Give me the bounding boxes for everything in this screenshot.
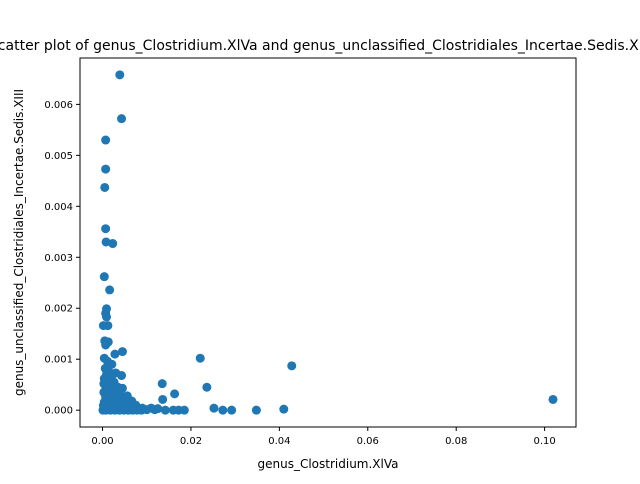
x-tick-label: 0.00 xyxy=(91,436,113,447)
x-ticks: 0.00 0.02 0.04 0.06 0.08 0.10 xyxy=(91,427,556,447)
scatter-point xyxy=(158,394,168,404)
scatter-point xyxy=(279,404,289,414)
scatter-point xyxy=(170,389,180,399)
x-tick-label: 0.10 xyxy=(533,436,555,447)
x-tick-label: 0.06 xyxy=(357,436,379,447)
x-tick-label: 0.02 xyxy=(180,436,202,447)
y-tick-label: 0.002 xyxy=(44,304,73,315)
x-axis-label: genus_Clostridium.XlVa xyxy=(258,457,399,471)
scatter-point xyxy=(117,114,127,124)
scatter-point xyxy=(115,70,125,80)
scatter-point xyxy=(136,405,146,415)
scatter-point xyxy=(101,224,111,234)
scatter-point xyxy=(160,405,170,415)
scatter-point xyxy=(103,321,113,331)
scatter-point xyxy=(202,382,212,392)
scatter-point xyxy=(102,312,112,322)
scatter-point xyxy=(218,405,228,415)
scatter-point xyxy=(150,405,160,415)
scatter-point xyxy=(101,340,111,350)
scatter-point xyxy=(195,353,205,363)
y-axis-label: genus_unclassified_Clostridiales_Incerta… xyxy=(12,89,26,396)
y-tick-label: 0.005 xyxy=(44,151,73,162)
scatter-point xyxy=(287,361,297,371)
y-ticks: 0.000 0.001 0.002 0.003 0.004 0.005 0.006 xyxy=(44,100,80,417)
scatter-point xyxy=(110,349,120,359)
scatter-point xyxy=(99,272,109,282)
scatter-point xyxy=(108,239,118,249)
y-tick-label: 0.000 xyxy=(44,406,73,417)
scatter-point xyxy=(179,405,189,415)
scatter-point xyxy=(108,401,118,411)
points-layer xyxy=(98,70,558,415)
scatter-point xyxy=(107,359,117,369)
scatter-point xyxy=(100,400,110,410)
x-tick-label: 0.08 xyxy=(445,436,467,447)
scatter-point xyxy=(251,405,261,415)
scatter-point xyxy=(101,164,111,174)
y-tick-label: 0.004 xyxy=(44,202,73,213)
scatter-point xyxy=(100,182,110,192)
y-tick-label: 0.003 xyxy=(44,253,73,264)
plot-frame xyxy=(79,57,577,428)
scatter-point xyxy=(157,379,167,389)
chart-title: Scatter plot of genus_Clostridium.XlVa a… xyxy=(0,38,640,54)
scatter-point xyxy=(227,405,237,415)
scatter-point xyxy=(548,394,558,404)
scatter-point xyxy=(105,285,115,295)
y-tick-label: 0.006 xyxy=(44,100,73,111)
scatter-point xyxy=(101,135,111,145)
y-tick-label: 0.001 xyxy=(44,355,73,366)
x-tick-label: 0.04 xyxy=(268,436,290,447)
scatter-point xyxy=(209,403,219,413)
scatter-point xyxy=(117,347,127,357)
